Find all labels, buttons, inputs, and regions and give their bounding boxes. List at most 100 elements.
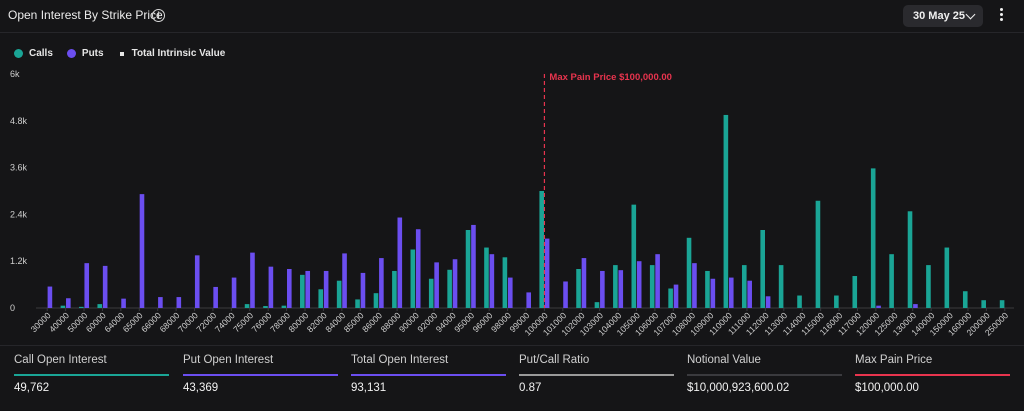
legend-intrinsic-label: Total Intrinsic Value	[131, 48, 226, 59]
chart-title: Open Interest By Strike Price	[8, 8, 163, 22]
put-bar	[618, 270, 624, 308]
put-bar	[692, 263, 697, 308]
call-bar	[778, 265, 784, 308]
max-pain-annotation: Max Pain Price $100,000.00	[549, 72, 672, 83]
put-bar	[913, 304, 918, 308]
call-bar	[741, 265, 747, 308]
more-options-icon[interactable]	[997, 8, 1005, 24]
y-tick-label: 6k	[10, 69, 20, 79]
stat-value: $100,000.00	[855, 382, 919, 394]
stat-total-oi: Total Open Interest 93,131	[351, 354, 506, 404]
put-bar	[66, 298, 71, 308]
call-bar	[815, 200, 821, 308]
call-bar	[668, 288, 673, 308]
stat-value: 0.87	[519, 382, 542, 394]
put-bar	[213, 286, 218, 308]
stat-label: Notional Value	[687, 354, 761, 366]
stat-put-oi: Put Open Interest 43,369	[183, 354, 338, 404]
call-bar	[355, 299, 360, 308]
call-bar	[300, 274, 305, 308]
call-bar	[484, 247, 489, 308]
stat-label: Put/Call Ratio	[519, 354, 590, 366]
put-bar	[728, 277, 734, 308]
stat-max-pain: Max Pain Price $100,000.00	[855, 354, 1010, 404]
call-bar	[889, 254, 894, 308]
stat-underline	[183, 374, 338, 376]
legend-calls-label: Calls	[29, 48, 53, 59]
call-bar	[631, 204, 637, 308]
put-bar	[323, 270, 329, 308]
call-bar	[244, 304, 250, 308]
call-bar	[649, 265, 655, 308]
call-bar	[686, 237, 692, 308]
call-bar	[318, 289, 324, 308]
put-bar	[379, 258, 384, 308]
intrinsic-swatch	[119, 51, 124, 56]
stat-call-oi: Call Open Interest 49,762	[14, 354, 169, 404]
call-bar	[944, 247, 950, 308]
legend-calls[interactable]: Calls	[14, 48, 53, 59]
put-bar	[452, 259, 458, 308]
stat-label: Call Open Interest	[14, 354, 107, 366]
call-bar	[705, 270, 710, 308]
call-bar	[336, 280, 342, 308]
call-bar	[263, 306, 268, 308]
put-bar	[176, 297, 182, 308]
stats-bar: Call Open Interest 49,762 Put Open Inter…	[0, 345, 1024, 411]
call-bar	[907, 211, 913, 308]
call-bar	[97, 304, 103, 308]
put-bar	[342, 253, 347, 308]
put-bar	[434, 262, 439, 308]
put-bar	[194, 255, 200, 308]
stat-underline	[519, 374, 674, 376]
call-bar	[539, 191, 545, 308]
stat-underline	[351, 374, 506, 376]
puts-swatch	[66, 49, 76, 58]
legend-puts-label: Puts	[81, 48, 104, 59]
put-bar	[415, 229, 421, 308]
call-bar	[410, 249, 416, 308]
info-icon[interactable]: i	[152, 9, 165, 22]
bar-chart: 01.2k2.4k3.6k4.8k6k300004000050000600006…	[10, 69, 1014, 338]
put-bar	[526, 292, 531, 308]
legend-puts[interactable]: Puts	[66, 48, 104, 59]
call-bar	[373, 293, 379, 308]
put-bar	[121, 298, 126, 308]
stat-underline	[14, 374, 169, 376]
call-bar	[981, 300, 986, 308]
put-bar	[655, 254, 660, 308]
expiry-date-dropdown[interactable]: 30 May 25	[903, 5, 983, 27]
put-bar	[673, 284, 679, 308]
stat-value: $10,000,923,600.02	[687, 382, 790, 394]
call-bar	[926, 265, 931, 308]
legend-intrinsic[interactable]: Total Intrinsic Value	[118, 48, 226, 59]
stat-notional-value: Notional Value $10,000,923,600.02	[687, 354, 842, 404]
put-bar	[287, 269, 292, 308]
stat-underline	[855, 374, 1010, 376]
call-bar	[797, 295, 802, 308]
put-bar	[231, 277, 237, 308]
put-bar	[102, 265, 108, 308]
put-bar	[397, 217, 403, 308]
call-bar	[428, 278, 434, 308]
call-bar	[870, 168, 876, 308]
put-bar	[636, 261, 642, 308]
stat-label: Put Open Interest	[183, 354, 274, 366]
put-bar	[581, 258, 587, 308]
call-bar	[79, 306, 84, 308]
call-bar	[999, 300, 1005, 308]
put-bar	[84, 263, 90, 308]
y-tick-label: 3.6k	[10, 163, 28, 173]
put-bar	[563, 281, 568, 308]
call-bar	[723, 114, 729, 308]
put-bar	[747, 280, 752, 308]
put-bar	[268, 266, 274, 308]
calls-swatch	[14, 49, 23, 58]
y-tick-label: 2.4k	[10, 209, 28, 219]
call-bar	[613, 265, 618, 308]
call-bar	[465, 230, 471, 308]
stat-put-call-ratio: Put/Call Ratio 0.87	[519, 354, 674, 404]
put-bar	[158, 297, 163, 308]
put-bar	[544, 238, 550, 308]
